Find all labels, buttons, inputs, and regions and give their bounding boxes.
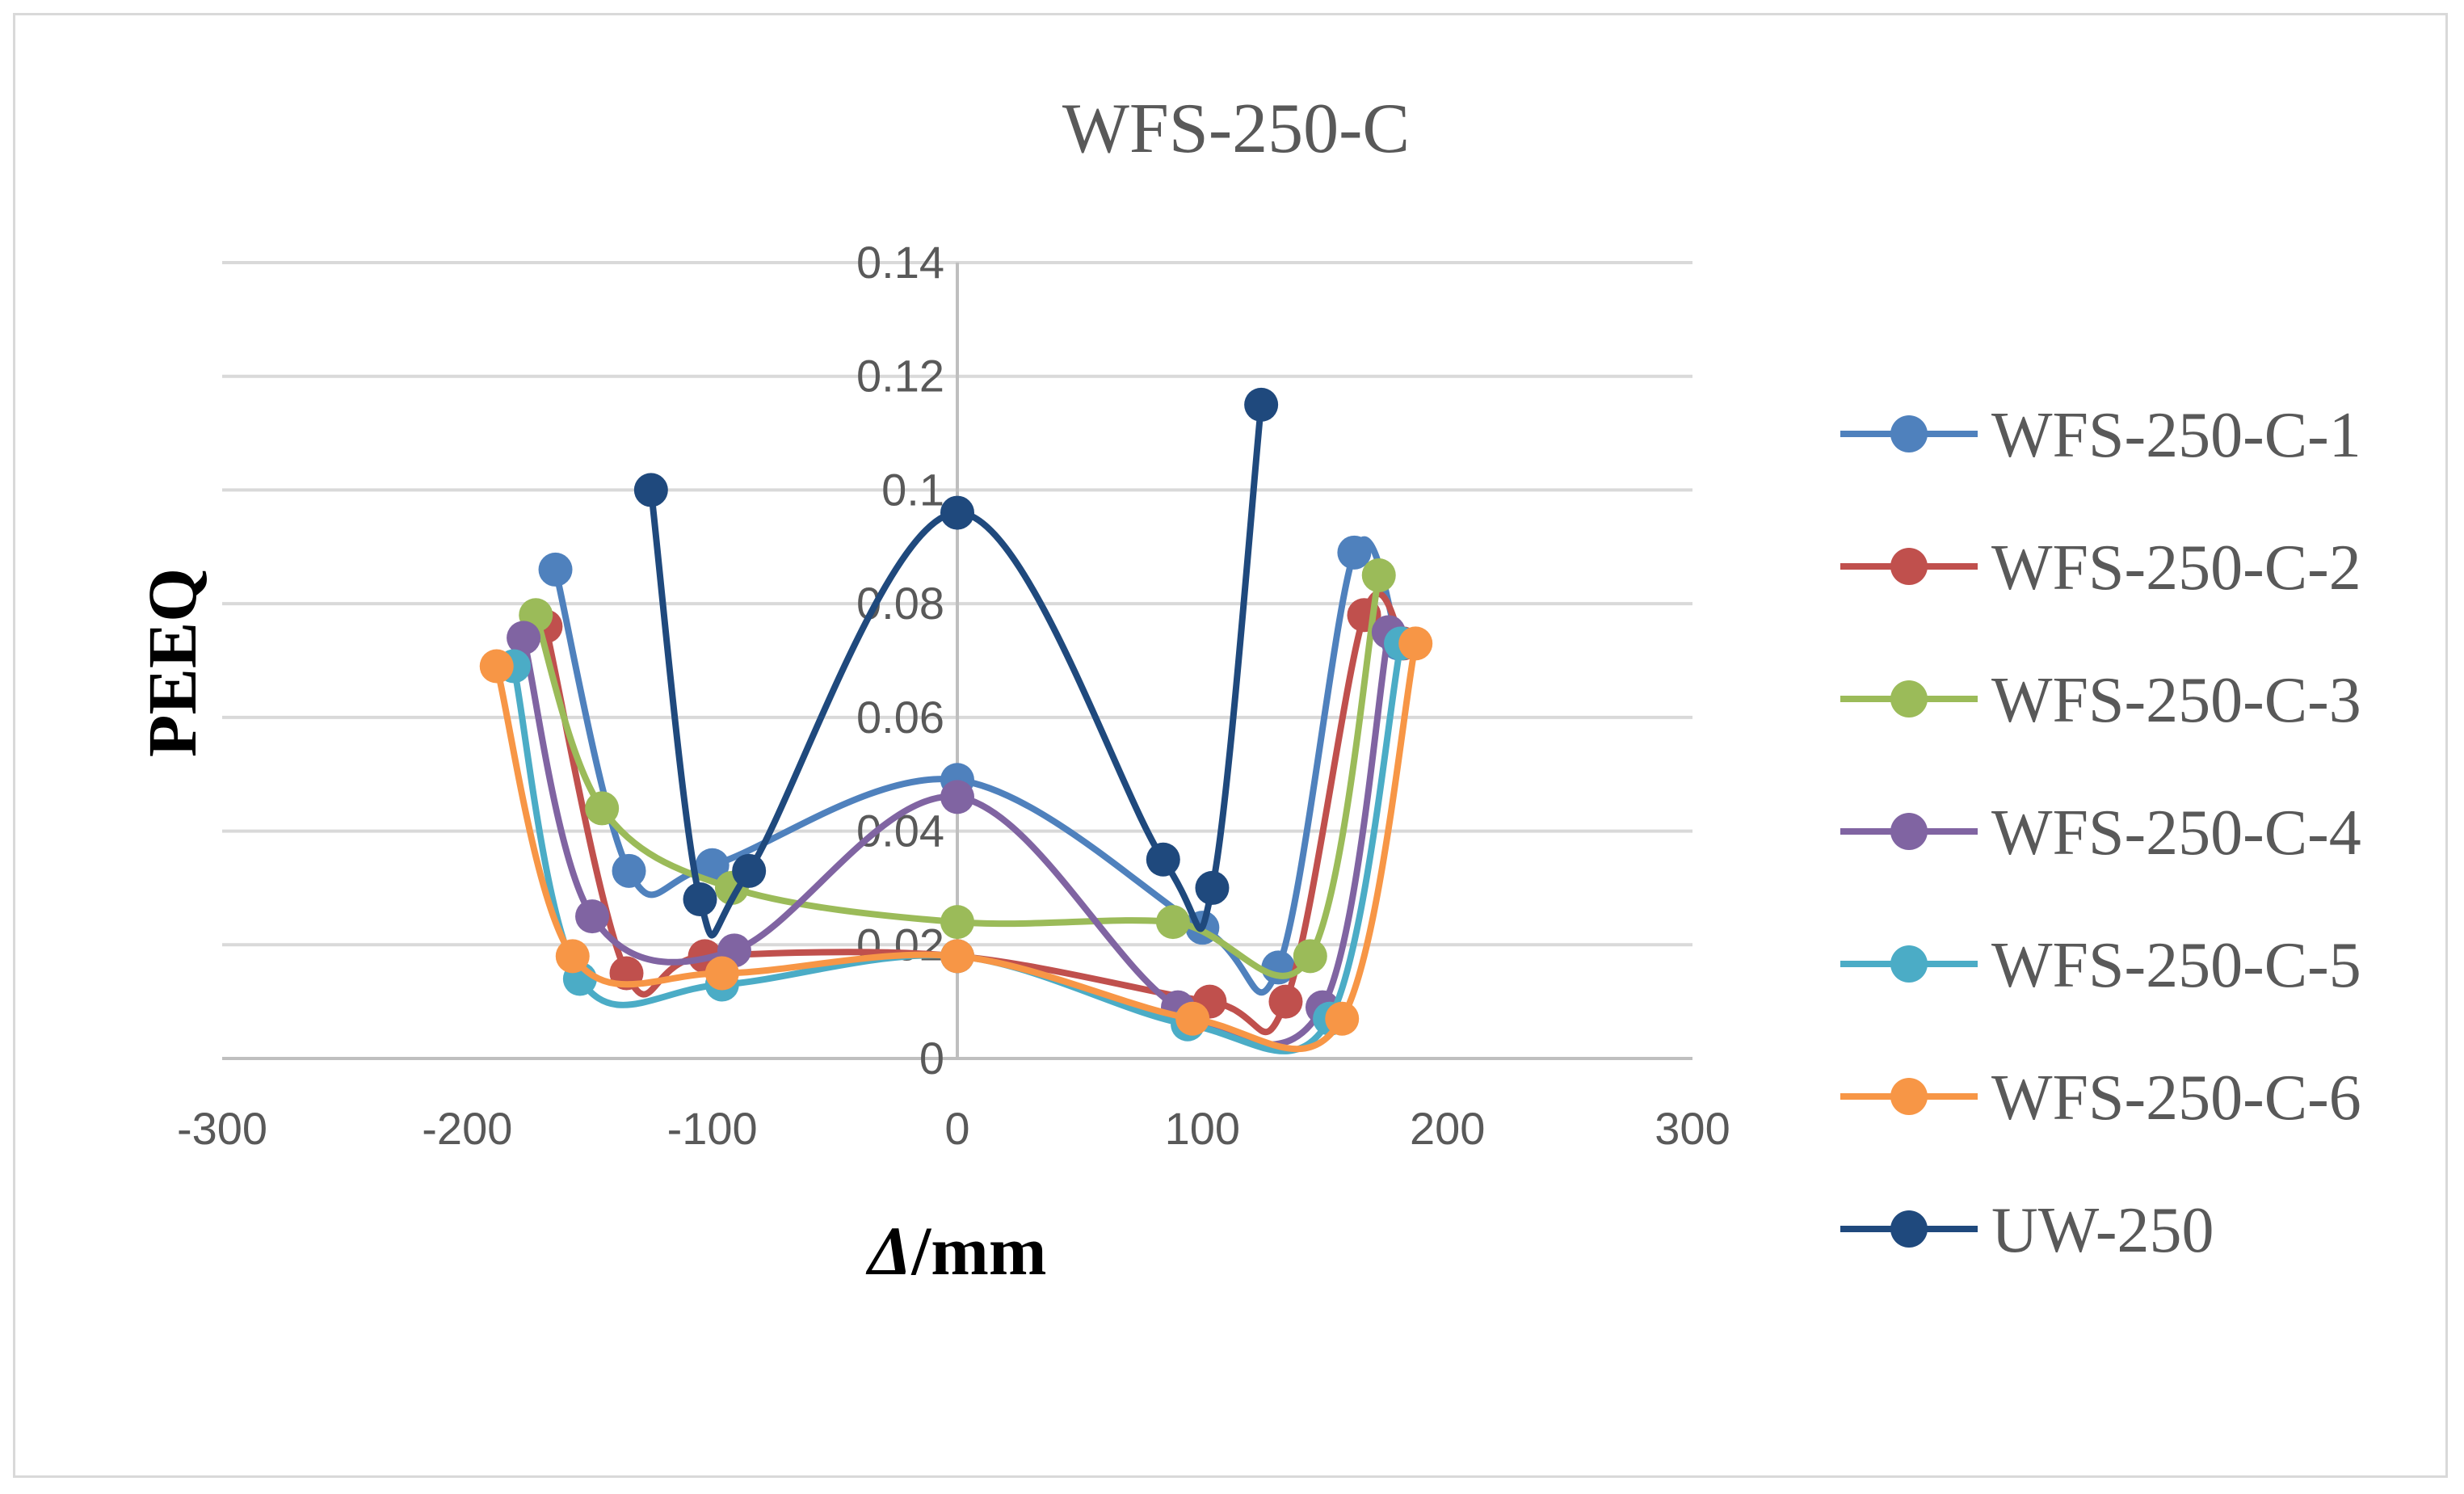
legend-marker bbox=[1890, 945, 1928, 983]
legend-label: WFS-250-C-1 bbox=[1991, 400, 2361, 471]
data-point bbox=[585, 791, 620, 826]
data-point bbox=[704, 956, 739, 991]
data-point bbox=[1325, 1001, 1360, 1036]
y-tick-label: 0.14 bbox=[856, 237, 944, 288]
data-point bbox=[507, 621, 541, 655]
data-point bbox=[1146, 842, 1180, 877]
data-point bbox=[1337, 535, 1372, 570]
data-point bbox=[612, 853, 646, 888]
legend-item: WFS-250-C-2 bbox=[1840, 532, 2361, 604]
y-tick-label: 0.1 bbox=[881, 464, 944, 515]
data-point bbox=[940, 780, 974, 814]
legend-item: UW-250 bbox=[1840, 1195, 2214, 1266]
y-tick-label: 0.08 bbox=[856, 578, 944, 629]
data-point bbox=[1268, 984, 1303, 1019]
data-point bbox=[1175, 1001, 1210, 1036]
legend-marker bbox=[1890, 1210, 1928, 1248]
x-tick-label: -100 bbox=[667, 1103, 758, 1154]
legend-item: WFS-250-C-6 bbox=[1840, 1063, 2361, 1134]
x-tick-labels: -300 -200 -100 0 100 200 300 bbox=[177, 1103, 1730, 1154]
axes bbox=[222, 263, 1692, 1060]
legend-item: WFS-250-C-1 bbox=[1840, 400, 2361, 471]
legend-marker bbox=[1890, 1078, 1928, 1115]
x-axis-label-unit: /mm bbox=[910, 1212, 1046, 1290]
legend-item: WFS-250-C-3 bbox=[1840, 665, 2361, 736]
y-axis-label: PEEQ bbox=[133, 568, 211, 757]
data-point bbox=[940, 495, 974, 530]
data-point bbox=[1195, 870, 1230, 905]
legend-label: WFS-250-C-2 bbox=[1991, 532, 2361, 604]
chart-title: WFS-250-C bbox=[1062, 90, 1410, 168]
legend-label: WFS-250-C-5 bbox=[1991, 930, 2361, 1001]
legend-label: UW-250 bbox=[1991, 1195, 2214, 1266]
data-point bbox=[940, 939, 974, 974]
legend-marker bbox=[1890, 548, 1928, 585]
series-layer bbox=[479, 387, 1433, 1054]
legend: WFS-250-C-1 WFS-250-C-2 WFS-250-C-3 WFS-250… bbox=[1840, 400, 2361, 1266]
data-point bbox=[732, 853, 767, 888]
x-axis-label-symbol: Δ bbox=[865, 1212, 911, 1290]
legend-marker bbox=[1890, 813, 1928, 850]
y-tick-label: 0.12 bbox=[856, 351, 944, 402]
x-tick-label: 200 bbox=[1410, 1103, 1485, 1154]
x-axis-label: Δ/mm bbox=[865, 1212, 1046, 1290]
legend-item: WFS-250-C-5 bbox=[1840, 930, 2361, 1001]
legend-item: WFS-250-C-4 bbox=[1840, 798, 2361, 869]
data-point bbox=[555, 939, 590, 974]
data-point bbox=[1244, 387, 1279, 422]
x-tick-label: -200 bbox=[422, 1103, 512, 1154]
data-point bbox=[538, 552, 573, 587]
data-point bbox=[1398, 626, 1433, 661]
data-point bbox=[1155, 905, 1190, 940]
legend-marker bbox=[1890, 680, 1928, 718]
x-tick-label: 100 bbox=[1165, 1103, 1240, 1154]
y-tick-label: 0.06 bbox=[856, 692, 944, 743]
data-point bbox=[1293, 939, 1327, 974]
data-point bbox=[683, 882, 717, 916]
data-point bbox=[695, 848, 730, 882]
y-tick-labels: 00.020.040.060.080.10.120.14 bbox=[856, 237, 944, 1084]
x-tick-label: 300 bbox=[1655, 1103, 1730, 1154]
legend-label: WFS-250-C-4 bbox=[1991, 798, 2361, 869]
data-point bbox=[479, 649, 514, 684]
x-tick-label: 0 bbox=[944, 1103, 969, 1154]
series-WFS-250-C-6 bbox=[479, 626, 1433, 1053]
x-tick-label: -300 bbox=[177, 1103, 267, 1154]
legend-label: WFS-250-C-3 bbox=[1991, 665, 2361, 736]
y-tick-label: 0 bbox=[919, 1033, 944, 1084]
data-point bbox=[1361, 558, 1396, 592]
legend-marker bbox=[1890, 415, 1928, 452]
data-point bbox=[633, 473, 668, 507]
data-point bbox=[575, 899, 610, 934]
series-UW-250 bbox=[633, 387, 1279, 939]
legend-label: WFS-250-C-6 bbox=[1991, 1063, 2361, 1134]
data-point bbox=[940, 905, 974, 940]
